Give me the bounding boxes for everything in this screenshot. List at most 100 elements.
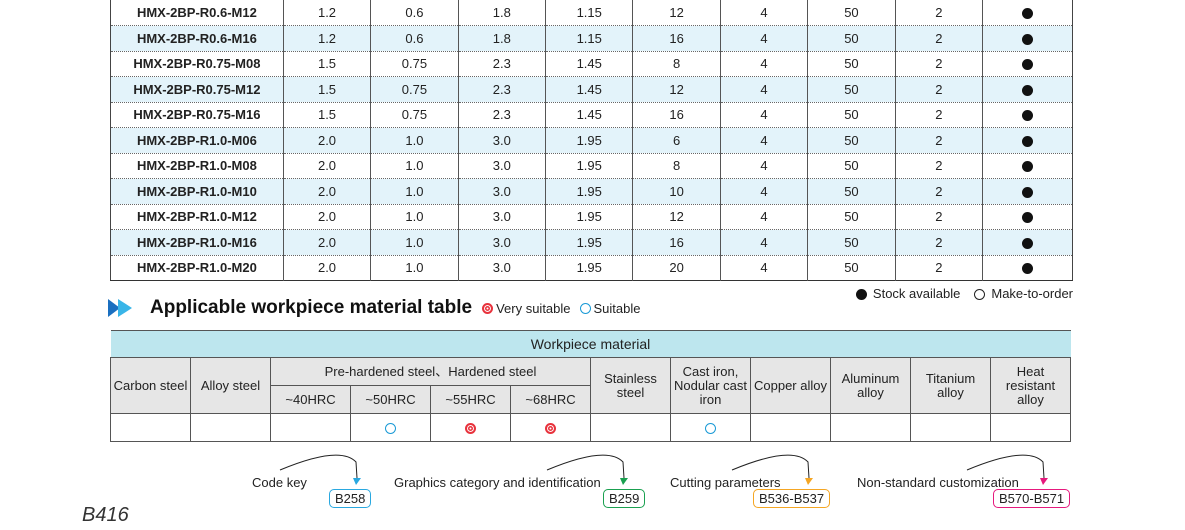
- spec-cell: 1.15: [545, 0, 633, 26]
- table-row: HMX-2BP-R1.0-M10 2.0 1.0 3.0 1.95 10 4 50 2: [110, 178, 1073, 205]
- page-ref-badge[interactable]: B536-B537: [753, 489, 831, 508]
- material-col-header: Cast iron, Nodular cast iron: [670, 357, 751, 414]
- rating-cell: [670, 413, 751, 442]
- product-code: HMX-2BP-R1.0-M12: [110, 204, 284, 230]
- rating-cell: [430, 413, 511, 442]
- spec-cell: 50: [807, 76, 896, 103]
- stock-available-icon: [1022, 59, 1034, 71]
- legend-order: Make-to-order: [991, 286, 1073, 301]
- spec-cell: 50: [807, 229, 896, 256]
- material-col-header: ~50HRC: [350, 385, 431, 414]
- page-ref-badge[interactable]: B258: [329, 489, 372, 508]
- material-col-header: Copper alloy: [750, 357, 831, 414]
- make-to-order-icon: [974, 289, 986, 301]
- rating-cell: [190, 413, 271, 442]
- spec-cell: 1.95: [545, 255, 633, 281]
- spec-cell: 12: [632, 204, 721, 230]
- spec-cell: 6: [632, 127, 721, 154]
- spec-cell: 2.0: [282, 153, 371, 179]
- stock-available-icon: [855, 289, 867, 301]
- spec-cell: 2: [894, 127, 983, 154]
- spec-cell: 3.0: [457, 153, 546, 179]
- ref-label: Cutting parameters: [670, 475, 781, 490]
- stock-available-icon: [1022, 237, 1034, 249]
- spec-cell: 4: [719, 102, 808, 128]
- table-row: HMX-2BP-R0.75-M16 1.5 0.75 2.3 1.45 16 4 50 2: [110, 102, 1073, 128]
- spec-cell: 8: [632, 51, 721, 77]
- legend-stock: Stock available: [872, 286, 961, 301]
- spec-cell: 50: [807, 153, 896, 179]
- product-code: HMX-2BP-R0.75-M08: [110, 51, 284, 77]
- spec-cell: 1.0: [370, 178, 459, 205]
- product-code: HMX-2BP-R0.6-M16: [110, 25, 284, 52]
- material-col-header: Stainless steel: [590, 357, 671, 414]
- stock-available-icon: [1022, 186, 1034, 198]
- spec-cell: 1.95: [545, 178, 633, 205]
- table-row: HMX-2BP-R0.6-M12 1.2 0.6 1.8 1.15 12 4 50 2: [110, 0, 1073, 26]
- table-row: HMX-2BP-R1.0-M08 2.0 1.0 3.0 1.95 8 4 50 2: [110, 153, 1073, 179]
- spec-cell: 50: [807, 0, 896, 26]
- spec-cell: 1.95: [545, 153, 633, 179]
- stock-cell: [982, 76, 1073, 103]
- stock-cell: [982, 0, 1073, 26]
- spec-cell: 0.75: [370, 51, 459, 77]
- spec-cell: 2.0: [282, 204, 371, 230]
- spec-cell: 50: [807, 127, 896, 154]
- rating-cell: [910, 413, 991, 442]
- spec-cell: 4: [719, 153, 808, 179]
- spec-cell: 4: [719, 127, 808, 154]
- rating-cell: [830, 413, 911, 442]
- spec-cell: 4: [719, 51, 808, 77]
- suitable-icon: [705, 422, 716, 434]
- spec-cell: 1.8: [457, 0, 546, 26]
- spec-cell: 2.0: [282, 178, 371, 205]
- section-heading: Applicable workpiece material table: [150, 297, 473, 318]
- spec-cell: 4: [719, 25, 808, 52]
- spec-cell: 2.3: [457, 102, 546, 128]
- product-code: HMX-2BP-R1.0-M16: [110, 229, 284, 256]
- material-col-header: Aluminum alloy: [830, 357, 911, 414]
- spec-cell: 50: [807, 255, 896, 281]
- spec-cell: 1.0: [370, 127, 459, 154]
- spec-cell: 4: [719, 76, 808, 103]
- product-code: HMX-2BP-R1.0-M08: [110, 153, 284, 179]
- rating-cell: [110, 413, 191, 442]
- very-suitable-icon: [465, 422, 476, 434]
- page-ref-badge[interactable]: B259: [603, 489, 646, 508]
- spec-cell: 50: [807, 178, 896, 205]
- ref-arrow-icon: [279, 454, 361, 485]
- rating-cell: [350, 413, 431, 442]
- spec-cell: 2: [894, 229, 983, 256]
- material-col-header: ~55HRC: [430, 385, 511, 414]
- stock-available-icon: [1022, 135, 1034, 147]
- stock-available-icon: [1022, 212, 1034, 224]
- stock-available-icon: [1022, 161, 1034, 173]
- spec-cell: 50: [807, 102, 896, 128]
- spec-cell: 1.2: [282, 0, 371, 26]
- workpiece-material-table: Workpiece material Carbon steel Alloy ste…: [110, 330, 1071, 442]
- material-col-header: Alloy steel: [190, 357, 271, 414]
- spec-cell: 1.5: [282, 102, 371, 128]
- spec-cell: 3.0: [457, 127, 546, 154]
- rating-cell: [750, 413, 831, 442]
- stock-cell: [982, 229, 1073, 256]
- spec-cell: 1.0: [370, 153, 459, 179]
- stock-cell: [982, 25, 1073, 52]
- spec-cell: 2: [894, 0, 983, 26]
- stock-legend: Stock available Make-to-order: [855, 286, 1073, 301]
- stock-available-icon: [1022, 33, 1034, 45]
- product-code: HMX-2BP-R1.0-M20: [110, 255, 284, 281]
- suitable-icon: [385, 422, 396, 434]
- spec-cell: 4: [719, 255, 808, 281]
- product-code: HMX-2BP-R0.75-M12: [110, 76, 284, 103]
- spec-cell: 2.3: [457, 76, 546, 103]
- stock-available-icon: [1022, 263, 1034, 275]
- spec-cell: 16: [632, 25, 721, 52]
- page-ref-badge[interactable]: B570-B571: [993, 489, 1071, 508]
- spec-cell: 1.5: [282, 76, 371, 103]
- spec-cell: 1.15: [545, 25, 633, 52]
- stock-cell: [982, 178, 1073, 205]
- product-spec-table: HMX-2BP-R0.6-M12 1.2 0.6 1.8 1.15 12 4 50 2 HMX-2…: [110, 0, 1073, 281]
- spec-cell: 1.0: [370, 229, 459, 256]
- spec-cell: 3.0: [457, 229, 546, 256]
